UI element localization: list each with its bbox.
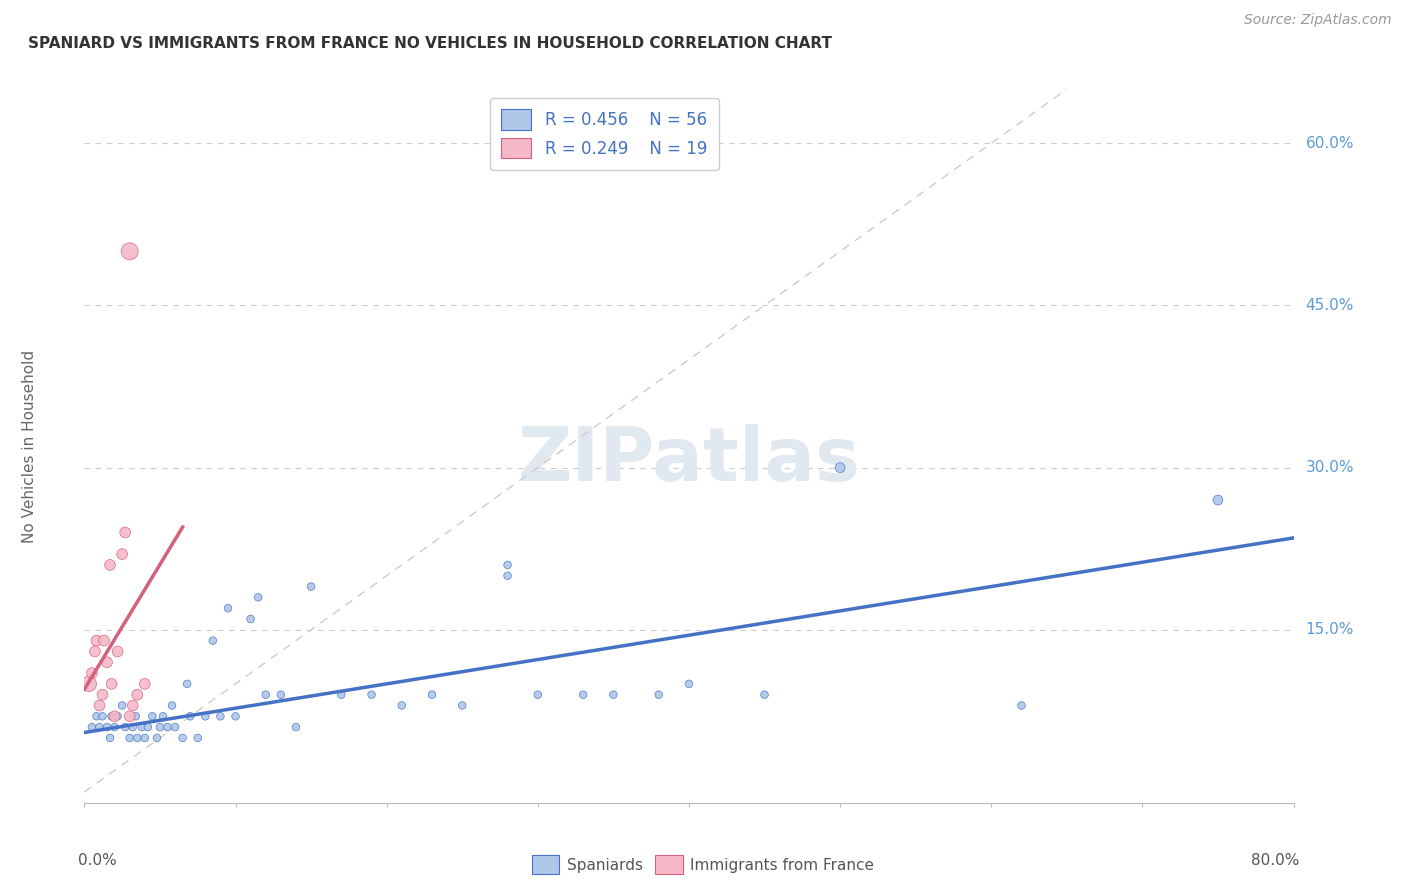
Point xyxy=(91,709,114,723)
Point xyxy=(526,688,548,702)
Point xyxy=(496,558,519,572)
Point xyxy=(754,688,776,702)
Point xyxy=(104,709,127,723)
Point xyxy=(284,720,308,734)
Point xyxy=(176,677,198,691)
Point xyxy=(98,731,121,745)
Text: 45.0%: 45.0% xyxy=(1306,298,1354,313)
Point xyxy=(118,731,141,745)
Point xyxy=(225,709,247,723)
Point xyxy=(163,720,186,734)
Point xyxy=(136,720,159,734)
Text: 15.0%: 15.0% xyxy=(1306,623,1354,637)
Point xyxy=(217,601,239,615)
Point xyxy=(160,698,183,713)
Point xyxy=(152,709,174,723)
Point xyxy=(134,731,156,745)
Point xyxy=(391,698,413,713)
Point xyxy=(1010,698,1032,713)
Point xyxy=(201,633,224,648)
Point xyxy=(156,720,179,734)
Point xyxy=(451,698,474,713)
Point xyxy=(114,525,136,540)
Point xyxy=(104,720,127,734)
Point xyxy=(270,688,292,702)
Text: 30.0%: 30.0% xyxy=(1306,460,1354,475)
Point xyxy=(114,720,136,734)
Point xyxy=(118,244,141,259)
Point xyxy=(254,688,277,702)
Point xyxy=(239,612,262,626)
Text: ZIPatlas: ZIPatlas xyxy=(517,424,860,497)
Point xyxy=(93,633,115,648)
Point xyxy=(100,709,122,723)
Point xyxy=(209,709,232,723)
Point xyxy=(127,688,149,702)
Point xyxy=(678,677,700,691)
Point xyxy=(830,460,852,475)
Point xyxy=(330,688,353,702)
Point xyxy=(111,698,134,713)
Point xyxy=(247,591,270,605)
Point xyxy=(118,709,141,723)
Point xyxy=(496,568,519,582)
Point xyxy=(125,709,148,723)
Point xyxy=(149,720,172,734)
Point xyxy=(98,558,121,572)
Point xyxy=(96,720,118,734)
Point xyxy=(1206,493,1229,508)
Point xyxy=(89,720,111,734)
Point xyxy=(80,720,103,734)
Point xyxy=(141,709,163,723)
Point xyxy=(86,633,108,648)
Text: Source: ZipAtlas.com: Source: ZipAtlas.com xyxy=(1244,13,1392,28)
Point xyxy=(131,720,153,734)
Point xyxy=(84,644,107,658)
Point xyxy=(194,709,217,723)
Point xyxy=(602,688,624,702)
Point xyxy=(96,655,118,669)
Legend: Spaniards, Immigrants from France: Spaniards, Immigrants from France xyxy=(526,849,880,880)
Text: 60.0%: 60.0% xyxy=(1306,136,1354,151)
Point xyxy=(187,731,209,745)
Point xyxy=(89,698,111,713)
Point xyxy=(134,677,156,691)
Point xyxy=(121,720,143,734)
Text: No Vehicles in Household: No Vehicles in Household xyxy=(22,350,38,542)
Point xyxy=(172,731,194,745)
Point xyxy=(107,709,129,723)
Point xyxy=(91,688,114,702)
Text: 80.0%: 80.0% xyxy=(1251,853,1299,868)
Point xyxy=(111,547,134,561)
Point xyxy=(77,677,100,691)
Point xyxy=(121,698,143,713)
Point xyxy=(420,688,443,702)
Point xyxy=(86,709,108,723)
Legend: R = 0.456    N = 56, R = 0.249    N = 19: R = 0.456 N = 56, R = 0.249 N = 19 xyxy=(489,97,718,169)
Point xyxy=(146,731,169,745)
Point xyxy=(100,677,122,691)
Point xyxy=(107,644,129,658)
Point xyxy=(572,688,595,702)
Point xyxy=(360,688,382,702)
Point xyxy=(80,666,103,681)
Point xyxy=(299,580,322,594)
Point xyxy=(179,709,201,723)
Text: 0.0%: 0.0% xyxy=(79,853,117,868)
Point xyxy=(647,688,671,702)
Text: SPANIARD VS IMMIGRANTS FROM FRANCE NO VEHICLES IN HOUSEHOLD CORRELATION CHART: SPANIARD VS IMMIGRANTS FROM FRANCE NO VE… xyxy=(28,36,832,51)
Point xyxy=(127,731,149,745)
